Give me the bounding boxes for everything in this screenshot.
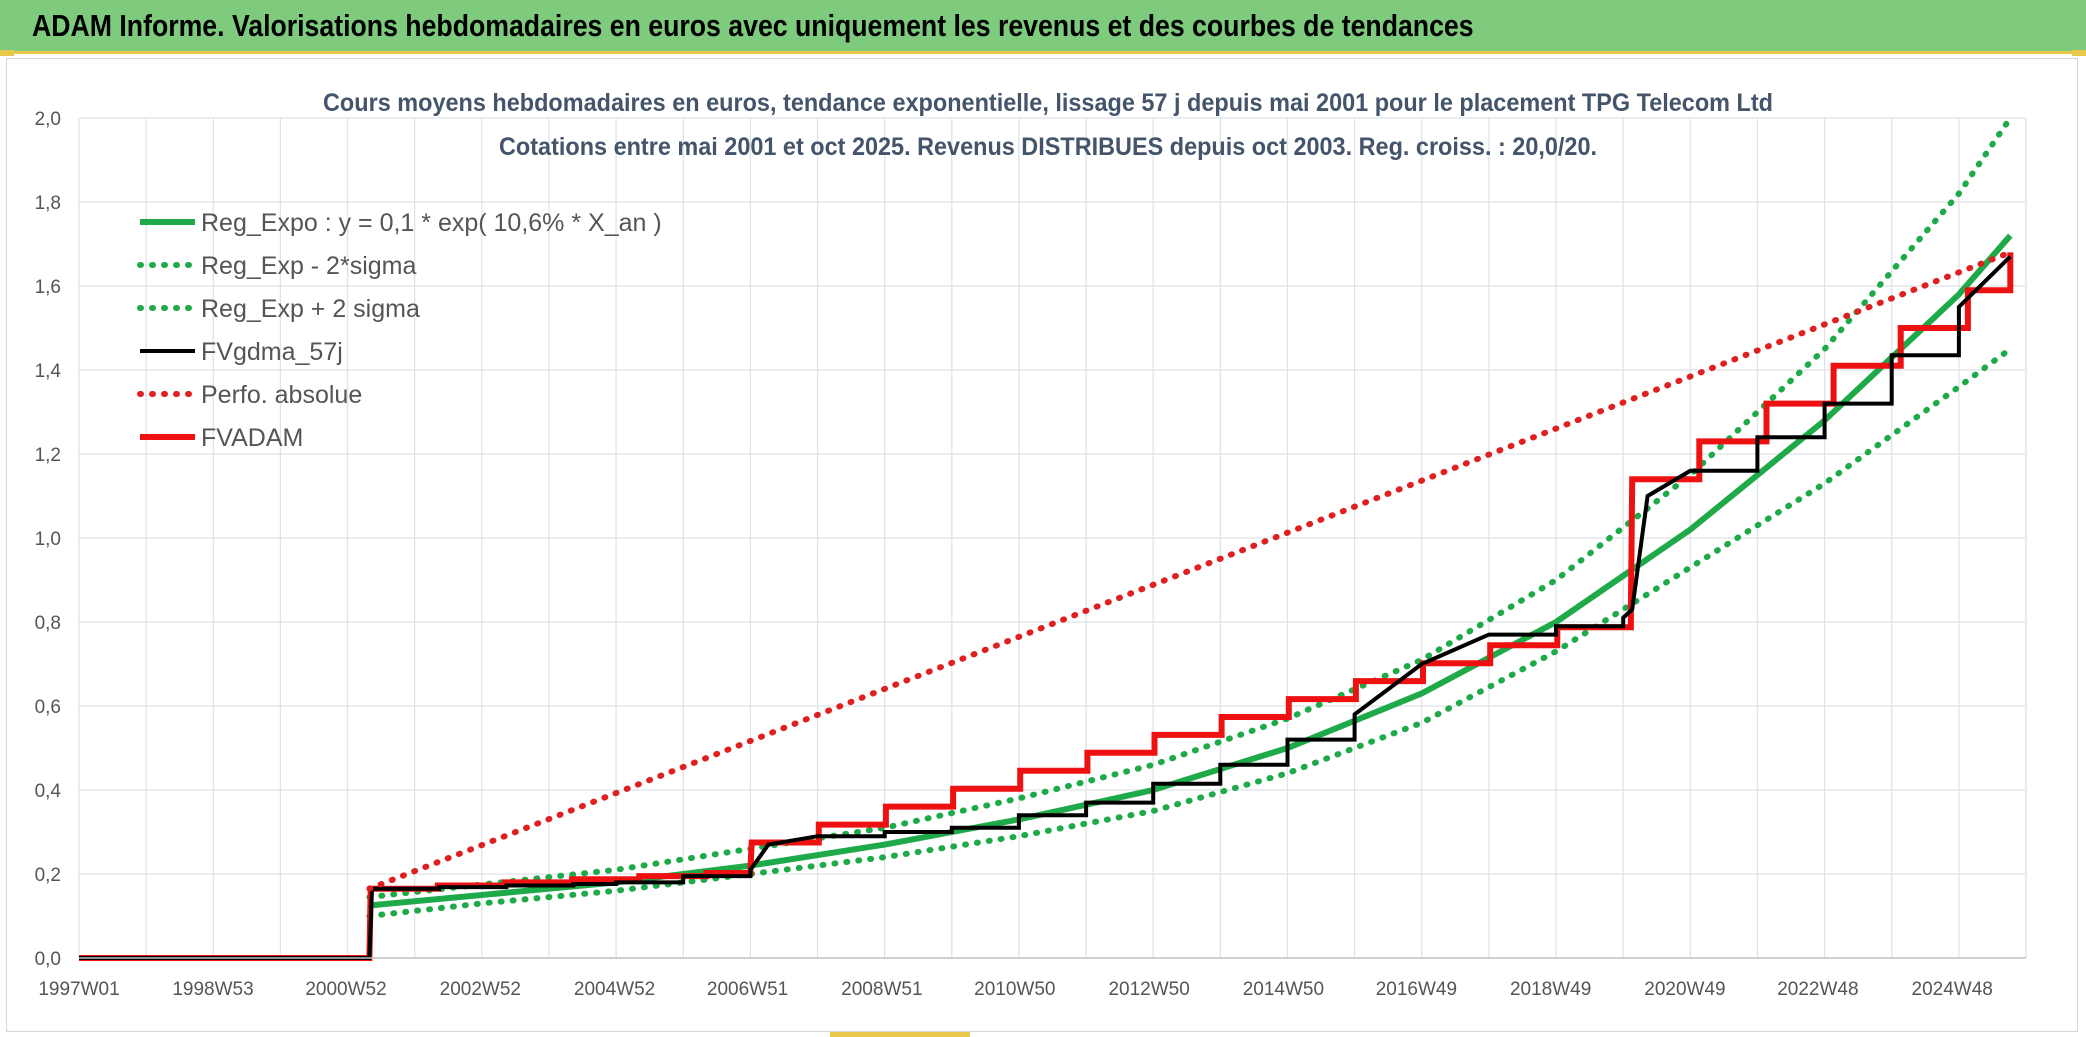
- x-tick-label: 2012W50: [1108, 979, 1189, 1000]
- y-tick-label: 0,4: [35, 781, 62, 802]
- x-tick-label: 2006W51: [707, 979, 788, 1000]
- y-tick-label: 1,8: [35, 193, 61, 214]
- y-tick-label: 1,6: [35, 277, 61, 298]
- y-tick-label: 1,2: [35, 445, 61, 466]
- y-tick-label: 0,6: [35, 697, 61, 718]
- legend-label: FVADAM: [201, 424, 303, 452]
- legend-label: Perfo. absolue: [201, 381, 362, 409]
- chart-axes: 0,0 0,2 0,4 0,6 0,8 1,0 1,2 1,4 1,6 1,8 2,0 1997W01…: [35, 109, 2026, 1000]
- y-tick-label: 1,0: [35, 529, 61, 550]
- chart-frame: [6, 58, 2078, 1032]
- corner-marker-left: [0, 50, 14, 56]
- x-tick-label: 2000W52: [305, 979, 386, 1000]
- chart-grid: [78, 117, 2027, 959]
- x-tick-label: 2018W49: [1510, 979, 1591, 1000]
- x-tick-label: 2002W52: [440, 979, 521, 1000]
- y-tick-label: 1,4: [35, 361, 62, 382]
- chart-legend: Reg_Expo : y = 0,1 * exp( 10,6% * X_an )…: [137, 209, 662, 452]
- x-tick-label: 2016W49: [1376, 979, 1457, 1000]
- legend-label: FVgdma_57j: [201, 338, 343, 366]
- series-line: [366, 249, 2014, 892]
- x-tick-label: 2014W50: [1243, 979, 1324, 1000]
- chart-subtitle: Cotations entre mai 2001 et oct 2025. Re…: [499, 133, 1597, 161]
- x-tick-label: 2010W50: [974, 979, 1055, 1000]
- x-tick-label: 1998W53: [172, 979, 253, 1000]
- series-line: [79, 252, 2014, 961]
- y-tick-label: 0,0: [35, 949, 61, 970]
- y-tick-label: 2,0: [35, 109, 61, 130]
- bottom-marker: [830, 1031, 970, 1037]
- x-tick-label: 2008W51: [841, 979, 922, 1000]
- header-bar: ADAM Informe. Valorisations hebdomadaire…: [0, 0, 2086, 54]
- page-title: ADAM Informe. Valorisations hebdomadaire…: [32, 8, 1474, 43]
- chart-title: Cours moyens hebdomadaires en euros, ten…: [323, 89, 1773, 117]
- chart-series: [79, 115, 2014, 961]
- x-tick-label: 2022W48: [1777, 979, 1858, 1000]
- legend-label: Reg_Expo : y = 0,1 * exp( 10,6% * X_an ): [201, 209, 662, 237]
- y-tick-label: 0,8: [35, 613, 61, 634]
- y-tick-label: 0,2: [35, 865, 61, 886]
- corner-marker-right: [2072, 50, 2086, 56]
- x-tick-label: 2024W48: [1912, 979, 1993, 1000]
- series-line: [366, 115, 2014, 901]
- x-tick-label: 1997W01: [38, 979, 119, 1000]
- x-tick-label: 2004W52: [574, 979, 655, 1000]
- legend-label: Reg_Exp - 2*sigma: [201, 252, 416, 280]
- x-tick-label: 2020W49: [1644, 979, 1725, 1000]
- legend-label: Reg_Exp + 2 sigma: [201, 295, 420, 323]
- series-line: [79, 255, 2012, 960]
